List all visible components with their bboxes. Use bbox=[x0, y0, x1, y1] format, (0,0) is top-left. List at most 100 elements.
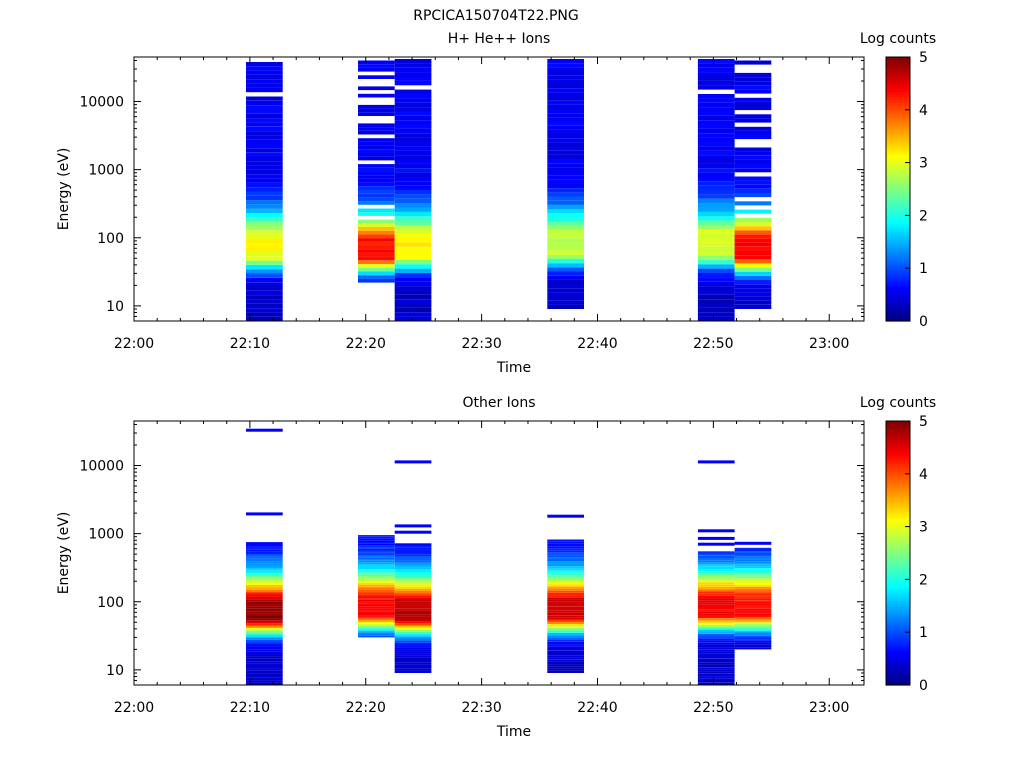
energy-bin bbox=[697, 649, 735, 652]
energy-bin bbox=[394, 571, 432, 574]
energy-bin bbox=[394, 631, 432, 635]
colorbar-tick-label: 0 bbox=[919, 314, 928, 330]
energy-bin bbox=[358, 164, 395, 168]
energy-bin bbox=[547, 548, 584, 551]
energy-bin bbox=[697, 120, 735, 125]
energy-bin bbox=[394, 616, 432, 619]
energy-bin bbox=[734, 292, 772, 297]
energy-bin bbox=[394, 664, 432, 667]
energy-bin bbox=[547, 597, 584, 600]
energy-bin bbox=[246, 658, 283, 662]
colorbar-swatch bbox=[886, 181, 910, 185]
energy-bin bbox=[734, 547, 772, 550]
energy-bin bbox=[394, 575, 432, 578]
colorbar-swatch bbox=[886, 645, 910, 649]
energy-bin bbox=[697, 584, 735, 587]
isolated-bin bbox=[547, 514, 584, 518]
energy-bin bbox=[394, 194, 432, 199]
energy-bin bbox=[246, 316, 283, 321]
energy-bin bbox=[246, 642, 283, 645]
energy-bin bbox=[246, 596, 283, 600]
energy-bin bbox=[394, 649, 432, 652]
colorbar-swatch bbox=[886, 223, 910, 227]
y-axis: 10 100 1000 10000 bbox=[79, 423, 864, 686]
energy-bin bbox=[697, 578, 735, 581]
energy-bin bbox=[547, 555, 584, 558]
energy-bin bbox=[697, 680, 735, 683]
energy-bin bbox=[697, 203, 735, 208]
energy-bin bbox=[358, 611, 395, 614]
colorbar-tick-label: 3 bbox=[919, 156, 928, 172]
colorbar-swatch bbox=[886, 123, 910, 127]
energy-bin bbox=[734, 624, 772, 626]
x-tick-label: 22:10 bbox=[230, 700, 270, 716]
energy-bin bbox=[246, 577, 283, 581]
energy-bin bbox=[358, 594, 395, 597]
energy-bin bbox=[734, 615, 772, 618]
energy-bin bbox=[358, 630, 395, 633]
energy-bin bbox=[547, 200, 584, 205]
colorbar-swatch bbox=[886, 545, 910, 549]
energy-bin bbox=[358, 538, 395, 541]
colorbar-swatch bbox=[886, 576, 910, 580]
colorbar-swatch bbox=[886, 59, 910, 63]
colorbar-swatch bbox=[886, 431, 910, 435]
colorbar-swatch bbox=[886, 204, 910, 209]
colorbar-frame bbox=[885, 56, 911, 322]
colorbar-swatch bbox=[886, 236, 910, 240]
energy-bin bbox=[697, 553, 735, 556]
colorbar-swatch bbox=[886, 278, 910, 282]
energy-bin bbox=[697, 662, 735, 665]
energy-bin bbox=[734, 60, 772, 65]
energy-bin bbox=[547, 557, 584, 560]
colorbar-swatch bbox=[886, 539, 910, 544]
energy-bin bbox=[246, 118, 283, 123]
energy-bin bbox=[734, 610, 772, 613]
energy-bin bbox=[246, 126, 283, 132]
energy-bin bbox=[394, 273, 432, 278]
colorbar-tick-label: 4 bbox=[919, 467, 928, 483]
energy-bin bbox=[394, 115, 432, 121]
colorbar-swatch bbox=[886, 289, 910, 293]
energy-bin bbox=[547, 79, 584, 85]
energy-bin bbox=[394, 128, 432, 134]
energy-bin bbox=[547, 84, 584, 89]
energy-bin bbox=[246, 75, 283, 80]
energy-bin bbox=[697, 128, 735, 134]
energy-bin bbox=[246, 208, 283, 214]
energy-bin bbox=[547, 238, 584, 243]
plot-frame bbox=[133, 420, 865, 686]
energy-bin bbox=[547, 541, 584, 544]
colorbar-tick-label: 2 bbox=[919, 572, 928, 588]
energy-bin bbox=[246, 654, 283, 657]
colorbar-swatch bbox=[886, 671, 910, 676]
x-tick-label: 22:20 bbox=[346, 700, 386, 716]
energy-bin bbox=[547, 296, 584, 301]
energy-bin bbox=[394, 224, 432, 230]
energy-bin bbox=[358, 552, 395, 554]
energy-bin bbox=[697, 290, 735, 295]
energy-bin bbox=[358, 256, 395, 261]
energy-bin bbox=[734, 271, 772, 276]
energy-bin bbox=[697, 238, 735, 243]
energy-bin bbox=[246, 152, 283, 157]
energy-bin bbox=[697, 664, 735, 668]
energy-bin bbox=[734, 632, 772, 635]
energy-bin bbox=[358, 615, 395, 617]
energy-bin bbox=[358, 149, 395, 153]
colorbar-swatch bbox=[886, 159, 910, 164]
energy-bin bbox=[547, 621, 584, 624]
energy-bin bbox=[394, 286, 432, 291]
energy-bin bbox=[734, 630, 772, 633]
energy-bin bbox=[394, 603, 432, 607]
energy-bin bbox=[697, 277, 735, 282]
energy-bin bbox=[246, 100, 283, 106]
energy-bin bbox=[697, 299, 735, 304]
colorbar-swatch bbox=[886, 286, 910, 290]
energy-bin bbox=[246, 312, 283, 317]
energy-bin bbox=[358, 156, 395, 161]
colorbar-swatch bbox=[886, 452, 910, 456]
colorbar-swatch bbox=[886, 260, 910, 264]
colorbar-swatch bbox=[886, 597, 910, 602]
energy-bin bbox=[697, 124, 735, 129]
